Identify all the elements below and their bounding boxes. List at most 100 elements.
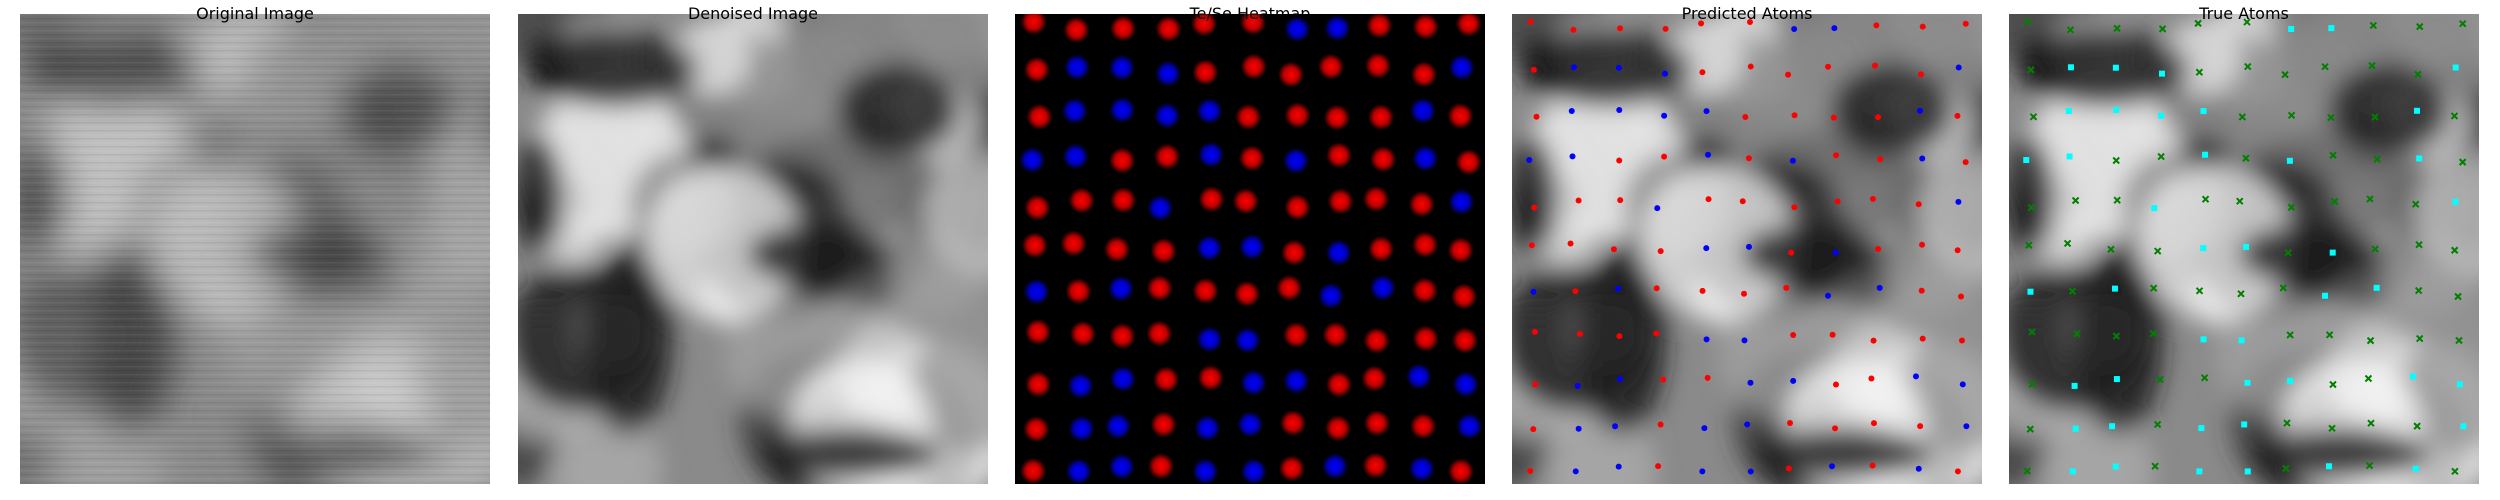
true-te-marker [2283, 419, 2291, 427]
true-te-marker [2025, 241, 2033, 249]
true-te-marker [2195, 68, 2204, 76]
te-heat-spot [1278, 455, 1305, 482]
se-heat-spot [1196, 235, 1223, 262]
predicted-se-marker [1615, 463, 1622, 470]
true-se-marker [2112, 463, 2119, 470]
true-se-marker [2196, 468, 2203, 475]
se-heat-spot [1198, 141, 1225, 168]
panel-title-heatmap: Te/Se Heatmap [1189, 4, 1311, 23]
te-heat-spot [1238, 145, 1265, 172]
predicted-te-marker [1871, 62, 1878, 69]
predicted-te-marker [1741, 290, 1748, 297]
true-se-marker [2109, 423, 2116, 430]
te-heat-spot [1368, 104, 1395, 131]
te-heat-spot [1110, 15, 1137, 42]
true-te-marker [2365, 461, 2374, 470]
true-te-marker [2195, 287, 2204, 295]
true-te-marker [2327, 113, 2335, 122]
true-te-marker [2281, 70, 2289, 79]
true-se-marker [2113, 106, 2120, 113]
predicted-se-marker [1790, 377, 1797, 384]
predicted-se-marker [1916, 107, 1923, 114]
te-heat-spot [1327, 188, 1354, 215]
true-te-marker [2063, 239, 2072, 248]
predicted-te-marker [1567, 240, 1574, 247]
predicted-te-marker [1576, 330, 1583, 337]
predicted-se-marker [1570, 64, 1577, 71]
true-te-marker [2153, 247, 2162, 255]
denoised-image-panel: Denoised Image [518, 6, 988, 484]
panel-title-true: True Atoms [2199, 4, 2289, 23]
true-te-marker [2112, 156, 2120, 165]
true-se-marker [2069, 468, 2076, 475]
predicted-te-marker [1788, 249, 1795, 256]
true-te-marker [2153, 420, 2162, 429]
te-heat-spot [1368, 236, 1395, 263]
true-se-marker [2200, 245, 2207, 252]
predicted-te-marker [1962, 20, 1969, 27]
te-heat-spot [1363, 410, 1390, 437]
true-se-marker [2071, 382, 2078, 389]
predicted-se-marker [1963, 423, 1970, 430]
se-heat-spot [1109, 366, 1136, 393]
se-heat-spot [1194, 415, 1221, 442]
true-te-marker [2413, 422, 2421, 430]
true-te-marker [2236, 197, 2244, 205]
true-se-marker [2200, 108, 2207, 115]
true-se-marker [2238, 337, 2245, 344]
te-heat-spot [1068, 187, 1095, 214]
se-heat-spot [1408, 455, 1435, 482]
se-heat-spot [1023, 278, 1050, 305]
predicted-te-marker [1954, 112, 1961, 119]
se-heat-spot [1154, 60, 1181, 87]
true-te-marker [2414, 286, 2423, 295]
te-heat-spot [1362, 185, 1389, 212]
true-se-marker [2113, 376, 2120, 383]
predicted-te-marker [1530, 426, 1537, 433]
predicted-te-marker [1527, 18, 1534, 25]
true-se-marker [2329, 249, 2336, 256]
true-te-marker [2286, 331, 2294, 339]
te-heat-spot [1325, 415, 1352, 442]
true-te-marker [2287, 111, 2296, 119]
true-te-marker [2242, 154, 2250, 162]
predicted-se-marker [1703, 336, 1710, 343]
true-te-marker [2371, 113, 2379, 121]
true-se-marker [2412, 465, 2419, 472]
te-heat-spot [1148, 453, 1175, 480]
predicted-te-marker [1617, 25, 1624, 32]
true-te-marker [2368, 61, 2376, 70]
se-heat-spot [1324, 15, 1351, 42]
se-heat-spot [1068, 415, 1095, 442]
panel-title-predicted: Predicted Atoms [1681, 4, 1813, 23]
se-heat-spot [1237, 411, 1264, 438]
te-heat-spot [1283, 321, 1310, 348]
true-te-marker [2237, 290, 2245, 298]
true-se-marker [2456, 381, 2463, 388]
te-heat-spot [1150, 411, 1177, 438]
true-te-marker [2244, 62, 2252, 71]
predicted-te-marker [1527, 468, 1534, 475]
true-se-marker [2452, 198, 2459, 205]
predicted-te-marker [1572, 288, 1579, 295]
true-te-marker [2026, 425, 2034, 433]
true-te-marker [2243, 18, 2251, 26]
te-heat-spot [1198, 186, 1225, 213]
te-heat-spot [1364, 52, 1391, 79]
predicted-se-marker [1701, 425, 1708, 432]
predicted-te-marker [1834, 198, 1841, 205]
predicted-se-marker [1572, 468, 1579, 475]
se-heat-spot [1067, 372, 1094, 399]
te-heat-spot [1109, 147, 1136, 174]
true-te-marker [2158, 25, 2167, 33]
true-atoms-image [2009, 14, 2479, 484]
te-heat-spot [1447, 458, 1474, 484]
predicted-te-marker [1657, 421, 1664, 428]
se-heat-spot [1065, 458, 1092, 484]
te-heat-spot [1447, 237, 1474, 264]
panel-title-denoised: Denoised Image [687, 4, 819, 23]
te-heat-spot [1234, 280, 1261, 307]
predicted-te-marker [1870, 420, 1877, 427]
se-heat-spot [1154, 102, 1181, 129]
true-te-marker [2113, 196, 2121, 204]
